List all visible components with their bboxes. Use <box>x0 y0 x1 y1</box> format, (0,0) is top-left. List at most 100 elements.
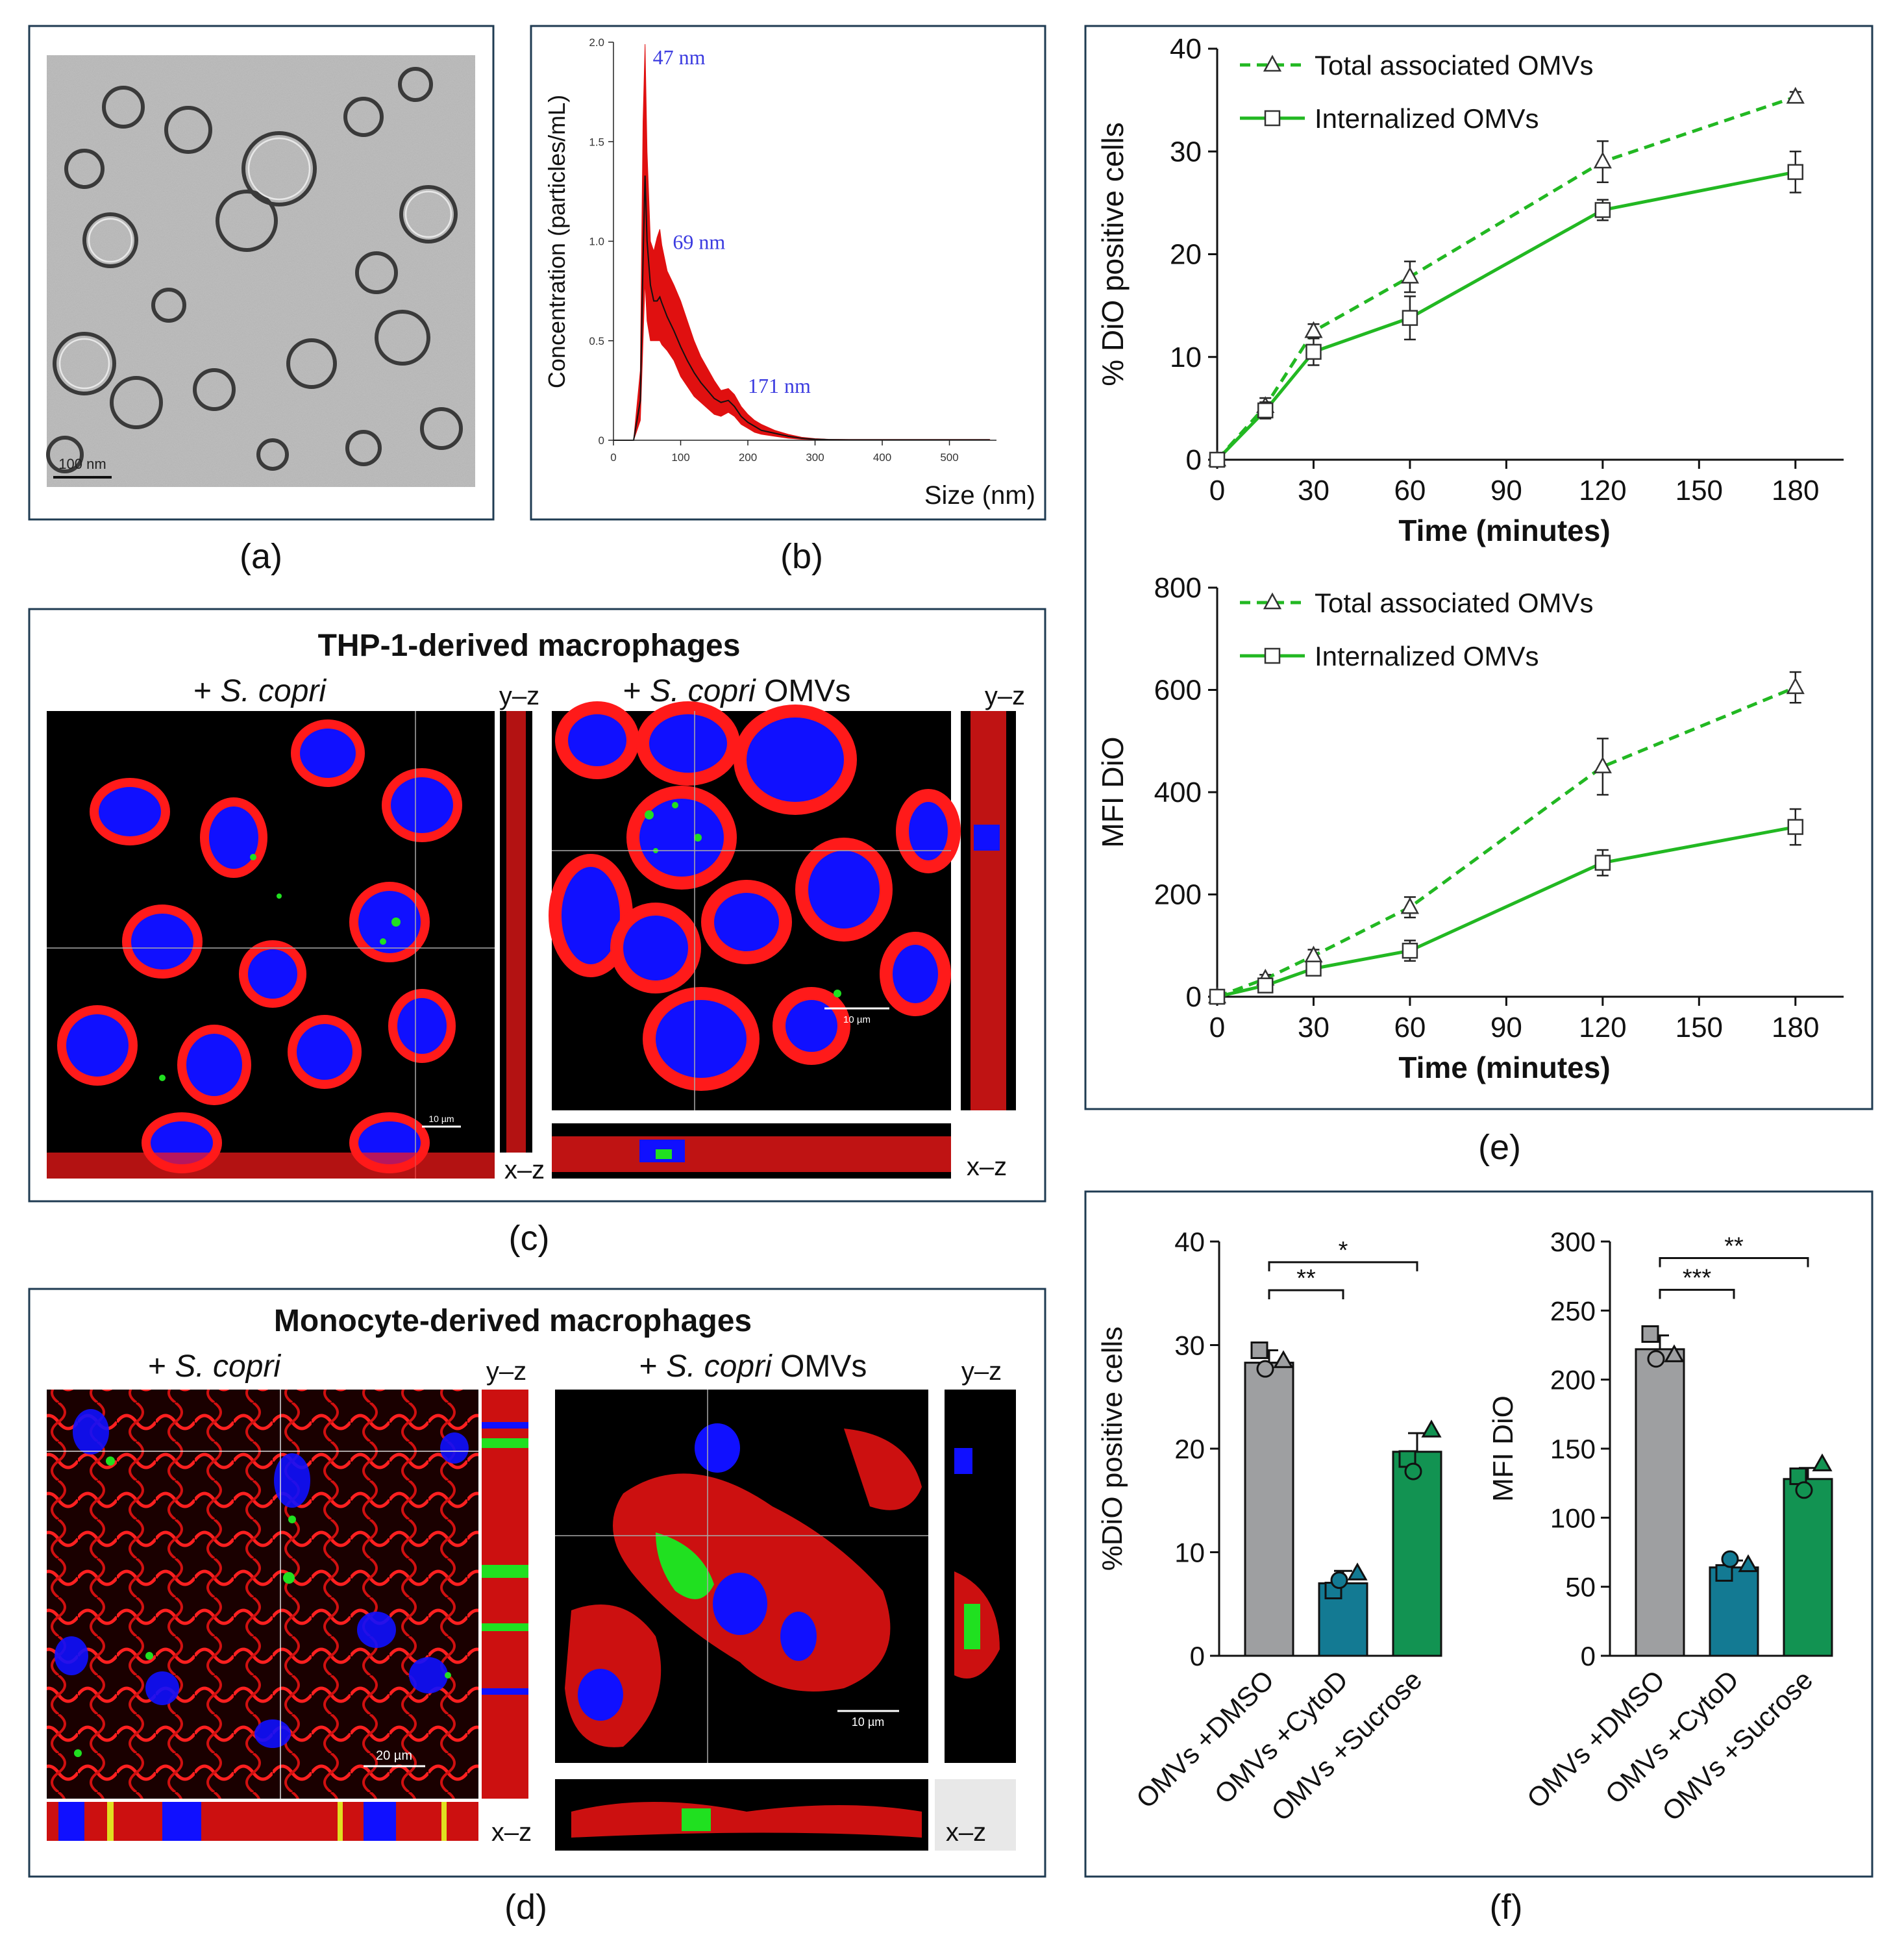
significance-bracket <box>1268 1289 1344 1299</box>
significance-label: ** <box>1296 1265 1316 1292</box>
x-axis-label: Time (minutes) <box>1398 514 1610 547</box>
panel-f-label: (f) <box>1490 1888 1523 1927</box>
data-point-triangle <box>1786 677 1805 694</box>
error-band <box>613 44 991 441</box>
panel-c-left-caption: + S. copri <box>193 674 327 708</box>
data-point-square <box>1789 1467 1807 1486</box>
panel-e: 0 30 60 90 120 150 180 0 10 20 30 40 Time (minutes)%… <box>1084 25 1873 1167</box>
panel-c-left-xz-label: x–z <box>504 1156 545 1184</box>
x-tick-label: 90 <box>1490 1012 1522 1043</box>
data-point-circle <box>1404 1462 1422 1480</box>
panel-c-right-scale: 10 µm <box>843 1014 871 1025</box>
panel-f-frame <box>1084 1190 1873 1878</box>
y-tick-label: 10 <box>1170 342 1202 373</box>
panel-c: THP-1-derived macrophages + S. copri + S… <box>28 608 1046 1258</box>
panel-d-right-caption: + S. copri OMVs <box>639 1349 867 1384</box>
x-tick-label: 100 <box>671 451 689 464</box>
data-point-triangle <box>1421 1419 1442 1438</box>
y-tick-label: 40 <box>1170 33 1202 65</box>
x-tick-label: 0 <box>1209 1012 1225 1043</box>
panel-d: Monocyte-derived macrophages + S. copri … <box>28 1288 1046 1927</box>
x-tick-label: 500 <box>940 451 958 464</box>
bar <box>1635 1348 1685 1657</box>
data-point-circle <box>1647 1350 1665 1368</box>
y-tick-label: 10 <box>1174 1538 1205 1568</box>
significance-label: *** <box>1683 1264 1712 1292</box>
panel-c-right-xz-label: x–z <box>967 1153 1007 1181</box>
panel-d-right-scale: 10 µm <box>852 1716 884 1729</box>
series-line-internalized <box>1216 170 1796 461</box>
peak-annotation: 69 nm <box>673 231 725 254</box>
y-tick-label: 100 <box>1550 1503 1596 1533</box>
series-line-total <box>1217 686 1796 999</box>
legend-marker-square <box>1264 110 1281 127</box>
y-tick-label: 30 <box>1170 136 1202 168</box>
data-point-square <box>1257 977 1274 993</box>
y-axis-label: %DiO positive cells <box>1096 1327 1128 1571</box>
x-tick-label: 90 <box>1490 475 1522 506</box>
data-point-square <box>1594 202 1611 218</box>
x-tick-label: 180 <box>1772 1012 1819 1043</box>
significance-label: * <box>1339 1237 1348 1264</box>
legend-marker-triangle <box>1263 592 1282 610</box>
panel-d-title: Monocyte-derived macrophages <box>274 1304 752 1338</box>
data-point-square <box>1787 819 1804 835</box>
x-tick-label: 30 <box>1298 1012 1329 1043</box>
series-line-total <box>1216 95 1796 461</box>
x-tick-label: 300 <box>806 451 824 464</box>
data-point-square <box>1209 451 1226 468</box>
x-tick-label: 0 <box>610 451 616 464</box>
y-axis-label: MFI DiO <box>1096 736 1130 847</box>
panel-d-right-xz-label: x–z <box>946 1818 986 1847</box>
data-point-triangle <box>1347 1562 1368 1580</box>
data-point-square <box>1641 1325 1659 1343</box>
x-tick-label: 60 <box>1394 1012 1426 1043</box>
data-point-triangle <box>1738 1554 1759 1573</box>
tem-micrograph <box>46 55 475 487</box>
x-tick-label: 30 <box>1298 475 1329 506</box>
data-point-circle <box>1795 1481 1813 1499</box>
data-point-triangle <box>1664 1344 1685 1362</box>
scale-bar-label: 100 nm <box>58 456 106 472</box>
panel-b: 0 100 200 300 400 500 0 0.5 1.0 1.5 2.0 Concentrati… <box>530 25 1046 576</box>
panel-b-label: (b) <box>780 537 823 576</box>
panel-e-frame <box>1084 25 1873 1110</box>
bar <box>1783 1478 1833 1657</box>
bar <box>1244 1362 1294 1657</box>
x-tick-label: 400 <box>873 451 891 464</box>
y-tick-label: 0 <box>599 434 604 447</box>
x-tick-label: 0 <box>1209 475 1225 506</box>
data-point-square <box>1787 164 1804 181</box>
panel-c-label: (c) <box>509 1219 550 1258</box>
panel-c-left-scale: 10 µm <box>428 1114 454 1124</box>
panel-d-left-yz-label: y–z <box>486 1357 526 1386</box>
chart-b: 0 100 200 300 400 500 0 0.5 1.0 1.5 2.0 Concentrati… <box>543 36 1035 510</box>
data-point-circle <box>1330 1571 1348 1590</box>
y-axis-label: Concentration (particles/mL) <box>543 95 570 388</box>
data-point-triangle <box>1593 756 1612 773</box>
data-point-square <box>1594 855 1611 871</box>
data-point-triangle <box>1786 86 1805 104</box>
y-tick-label: 0 <box>1186 981 1202 1013</box>
significance-label: ** <box>1724 1233 1744 1260</box>
confocal-image-d-left <box>47 1390 528 1841</box>
x-axis-label: Time (minutes) <box>1398 1051 1610 1084</box>
y-tick-label: 600 <box>1154 675 1202 706</box>
data-point-triangle <box>1400 266 1420 284</box>
peak-annotation: 171 nm <box>748 374 811 397</box>
panel-d-right-yz-label: y–z <box>961 1357 1002 1386</box>
peak-annotation: 47 nm <box>653 45 706 69</box>
y-tick-label: 200 <box>1154 879 1202 911</box>
y-tick-label: 0 <box>1186 444 1202 476</box>
data-point-circle <box>1256 1360 1274 1378</box>
y-tick-label: 30 <box>1174 1330 1205 1361</box>
panel-d-left-xz-label: x–z <box>491 1818 532 1847</box>
data-point-circle <box>1721 1550 1739 1568</box>
panel-d-left-caption: + S. copri <box>148 1349 281 1384</box>
y-tick-label: 250 <box>1550 1295 1596 1326</box>
panel-e-label: (e) <box>1478 1128 1521 1167</box>
confocal-image-c-left <box>47 711 532 1179</box>
x-axis-label: Size (nm) <box>924 481 1035 510</box>
data-point-triangle <box>1400 897 1420 914</box>
